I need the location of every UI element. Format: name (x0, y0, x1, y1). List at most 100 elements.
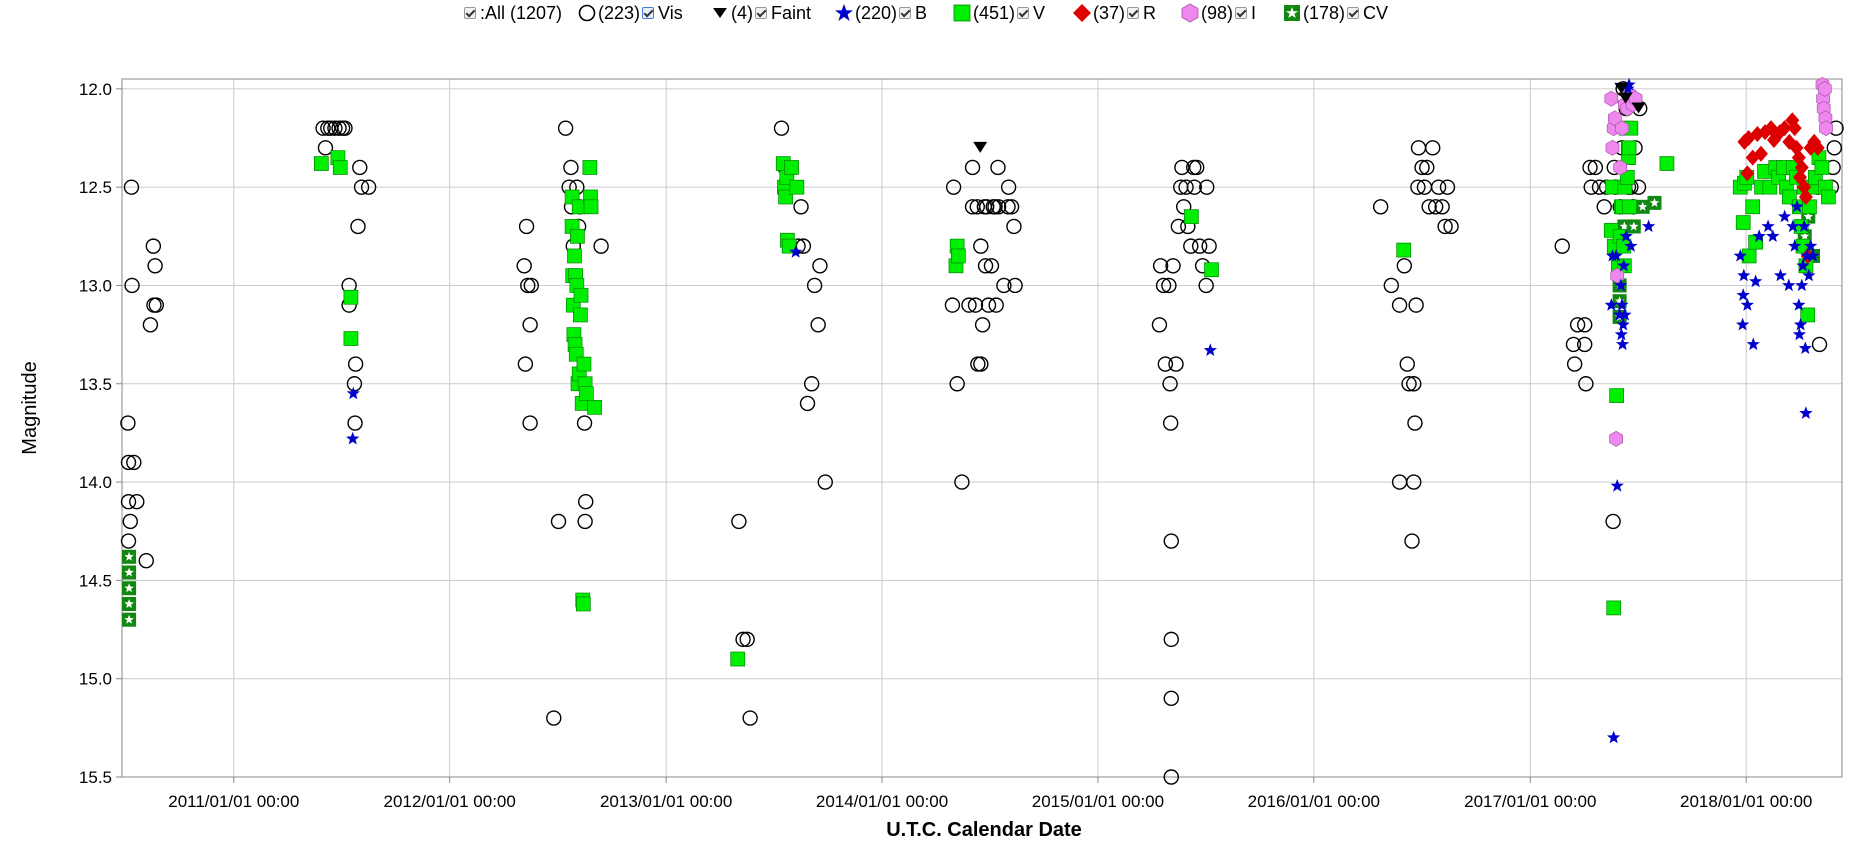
cv-point-star (124, 599, 134, 608)
vis-point (773, 120, 790, 136)
legend-r-label: R (1143, 2, 1157, 23)
vis-point (1566, 356, 1583, 372)
vis-point (126, 454, 142, 471)
r-point (1810, 139, 1825, 156)
checkbox-cv[interactable] (1347, 7, 1360, 19)
r-point (1753, 145, 1768, 162)
vis-point (315, 120, 331, 136)
vis-point (1404, 533, 1420, 549)
b-point (1614, 278, 1628, 292)
b-point (1749, 274, 1763, 288)
vis-point (129, 494, 145, 510)
vis-point (1565, 336, 1582, 353)
cv-point-star (1629, 221, 1639, 231)
r-point (1740, 165, 1755, 182)
checkbox-i[interactable] (1235, 7, 1248, 19)
vis-point (576, 415, 593, 431)
cv-point-star (1614, 296, 1625, 306)
legend-item-v[interactable]: (451) V (952, 2, 1045, 24)
vis-point (1554, 238, 1570, 254)
vis-point (1826, 140, 1843, 156)
vis-point (142, 317, 159, 333)
vis-point (810, 317, 826, 333)
vis-point (1383, 277, 1399, 294)
vis-point (1163, 769, 1179, 785)
b-point (1733, 249, 1747, 262)
vis-point (1421, 199, 1437, 215)
y-tick-label: 15.5 (79, 768, 112, 787)
series-b (346, 77, 1820, 744)
b-point (789, 245, 803, 258)
vis-point (1000, 199, 1016, 215)
vis-point (803, 376, 820, 392)
legend-item-faint[interactable]: (4) Faint (710, 2, 811, 24)
v-point (343, 331, 359, 346)
b-point (1616, 317, 1630, 331)
checkbox-v[interactable] (1017, 7, 1030, 19)
vis-point (1199, 179, 1215, 195)
vis-point (806, 277, 823, 294)
checkbox-all[interactable] (464, 7, 476, 19)
checkbox-vis[interactable] (642, 7, 655, 19)
v-point (1619, 169, 1635, 185)
vis-point (1396, 258, 1413, 274)
v-point (567, 248, 582, 264)
legend-item-vis[interactable]: (223) Vis (577, 2, 683, 24)
vis-point (1201, 238, 1217, 254)
vis-point (347, 415, 363, 431)
b-point (1800, 249, 1814, 262)
cv-point-star (124, 583, 134, 593)
vis-point (347, 356, 364, 372)
legend-item-r[interactable]: (37) R (1072, 2, 1156, 24)
vis-point (1596, 199, 1612, 215)
vis-point (1577, 317, 1593, 333)
faint-point (1614, 82, 1629, 94)
vis-point (1811, 336, 1828, 353)
vis-point (1003, 199, 1020, 215)
v-point (1659, 156, 1675, 171)
v-point (1622, 199, 1638, 215)
v-point (1735, 215, 1751, 230)
b-point (1614, 327, 1628, 341)
vis-point (742, 710, 758, 726)
cv-point (1626, 219, 1641, 234)
v-point (1204, 262, 1219, 278)
plot-frame (121, 78, 1843, 778)
vis-point (1391, 297, 1408, 313)
open-circle-icon (578, 4, 596, 22)
vis-point (739, 631, 755, 648)
vis-point (1578, 376, 1594, 392)
legend-item-b[interactable]: (220) B (834, 2, 927, 24)
checkbox-b[interactable] (899, 7, 912, 19)
grid (122, 79, 1842, 778)
star-square-icon (1284, 5, 1300, 21)
vis-point (337, 120, 353, 136)
vis-point (1439, 179, 1456, 195)
v-point (578, 386, 594, 401)
v-point (582, 160, 598, 175)
legend-item-cv[interactable]: (178) CV (1282, 2, 1388, 24)
legend-vis-label: Vis (658, 2, 683, 23)
legend-item-i[interactable]: (98) I (1180, 2, 1256, 24)
vis-point (138, 553, 154, 569)
b-point (1746, 337, 1760, 351)
vis-point (983, 258, 1000, 274)
vis-point (1157, 356, 1174, 372)
legend-item-all[interactable]: :All (1207) (462, 2, 562, 24)
legend-faint-count: (4) (731, 2, 753, 23)
v-point (583, 199, 599, 215)
checkbox-faint[interactable] (755, 7, 767, 19)
y-tick-label: 14.5 (79, 571, 112, 590)
vis-point (331, 120, 347, 136)
b-point (1792, 327, 1807, 341)
r-point (1777, 120, 1792, 137)
x-axis-title: U.T.C. Calendar Date (886, 819, 1082, 841)
cv-point-star (124, 551, 134, 561)
checkbox-r[interactable] (1127, 7, 1140, 19)
y-axis-title: Magnitude (19, 361, 41, 454)
legend-cv-count: (178) (1303, 2, 1346, 23)
series-i (1604, 76, 1833, 447)
vis-point (1437, 218, 1453, 235)
y-tick-label: 12.5 (79, 178, 112, 197)
